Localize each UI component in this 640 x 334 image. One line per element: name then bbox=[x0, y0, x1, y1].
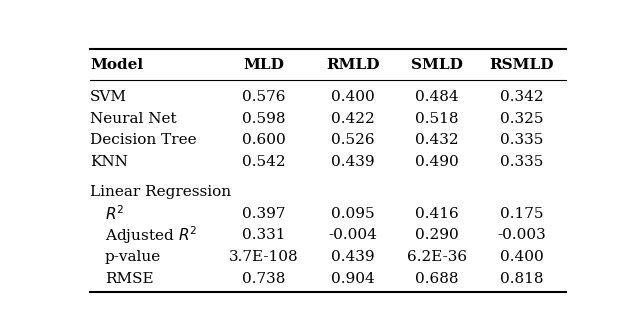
Text: 0.600: 0.600 bbox=[242, 133, 285, 147]
Text: 0.432: 0.432 bbox=[415, 133, 459, 147]
Text: 0.526: 0.526 bbox=[331, 133, 374, 147]
Text: Adjusted $R^2$: Adjusted $R^2$ bbox=[105, 225, 197, 246]
Text: 0.416: 0.416 bbox=[415, 207, 459, 221]
Text: 0.335: 0.335 bbox=[500, 155, 543, 169]
Text: 0.331: 0.331 bbox=[242, 228, 285, 242]
Text: 6.2E-36: 6.2E-36 bbox=[407, 250, 467, 264]
Text: Neural Net: Neural Net bbox=[90, 112, 177, 126]
Text: 0.490: 0.490 bbox=[415, 155, 459, 169]
Text: 0.904: 0.904 bbox=[331, 272, 374, 286]
Text: 0.397: 0.397 bbox=[242, 207, 285, 221]
Text: Decision Tree: Decision Tree bbox=[90, 133, 196, 147]
Text: Model: Model bbox=[90, 57, 143, 71]
Text: 0.335: 0.335 bbox=[500, 133, 543, 147]
Text: -0.004: -0.004 bbox=[328, 228, 377, 242]
Text: KNN: KNN bbox=[90, 155, 128, 169]
Text: RMLD: RMLD bbox=[326, 57, 380, 71]
Text: 0.542: 0.542 bbox=[242, 155, 285, 169]
Text: RSMLD: RSMLD bbox=[489, 57, 554, 71]
Text: 0.439: 0.439 bbox=[331, 155, 374, 169]
Text: Linear Regression: Linear Regression bbox=[90, 185, 231, 199]
Text: $R^2$: $R^2$ bbox=[105, 204, 124, 223]
Text: 0.738: 0.738 bbox=[242, 272, 285, 286]
Text: 0.095: 0.095 bbox=[331, 207, 374, 221]
Text: SMLD: SMLD bbox=[411, 57, 463, 71]
Text: 0.688: 0.688 bbox=[415, 272, 459, 286]
Text: 0.400: 0.400 bbox=[331, 90, 374, 104]
Text: 0.422: 0.422 bbox=[331, 112, 374, 126]
Text: SVM: SVM bbox=[90, 90, 127, 104]
Text: -0.003: -0.003 bbox=[497, 228, 546, 242]
Text: 0.400: 0.400 bbox=[500, 250, 543, 264]
Text: 0.818: 0.818 bbox=[500, 272, 543, 286]
Text: 0.576: 0.576 bbox=[242, 90, 285, 104]
Text: p-value: p-value bbox=[105, 250, 161, 264]
Text: 0.175: 0.175 bbox=[500, 207, 543, 221]
Text: 3.7E-108: 3.7E-108 bbox=[228, 250, 298, 264]
Text: MLD: MLD bbox=[243, 57, 284, 71]
Text: 0.439: 0.439 bbox=[331, 250, 374, 264]
Text: RMSE: RMSE bbox=[105, 272, 154, 286]
Text: 0.518: 0.518 bbox=[415, 112, 459, 126]
Text: 0.325: 0.325 bbox=[500, 112, 543, 126]
Text: 0.342: 0.342 bbox=[500, 90, 543, 104]
Text: 0.484: 0.484 bbox=[415, 90, 459, 104]
Text: 0.598: 0.598 bbox=[242, 112, 285, 126]
Text: 0.290: 0.290 bbox=[415, 228, 459, 242]
